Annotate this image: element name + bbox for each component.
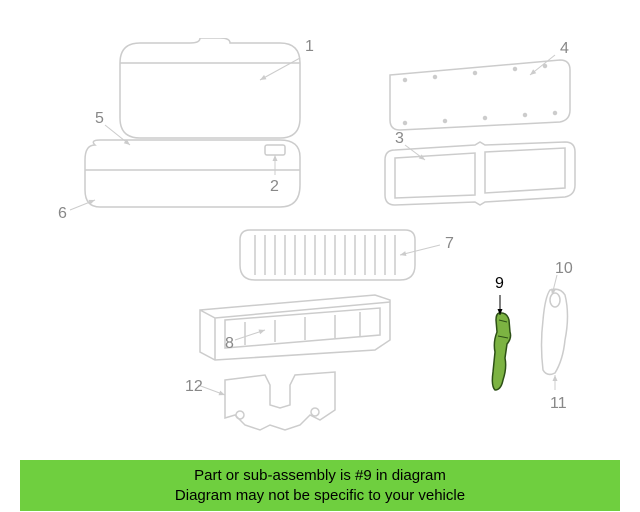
callout-8: 8 <box>225 335 234 353</box>
part-3-back-frame <box>380 140 580 215</box>
banner-line-1: Part or sub-assembly is #9 in diagram <box>20 466 620 486</box>
callout-5: 5 <box>95 110 104 128</box>
info-banner: Part or sub-assembly is #9 in diagram Di… <box>20 460 620 511</box>
callout-11: 11 <box>550 395 567 413</box>
part-9-highlighted <box>485 310 520 395</box>
callout-6: 6 <box>58 205 67 223</box>
part-7-springs <box>235 225 420 285</box>
callout-10: 10 <box>555 260 573 278</box>
callout-1: 1 <box>305 38 314 56</box>
part-1-seat-back <box>110 38 310 148</box>
callout-2: 2 <box>270 178 279 196</box>
callout-9: 9 <box>495 275 504 293</box>
callout-12: 12 <box>185 378 203 396</box>
part-8-frame <box>195 290 395 365</box>
part-2-hinge <box>260 140 290 160</box>
callout-3: 3 <box>395 130 404 148</box>
part-12-riser <box>215 370 345 440</box>
parts-diagram: 123456789101112 <box>0 0 640 460</box>
callout-7: 7 <box>445 235 454 253</box>
part-10-11-bolster <box>535 285 575 380</box>
part-4-rear-panel <box>385 55 575 135</box>
callout-4: 4 <box>560 40 569 58</box>
banner-line-2: Diagram may not be specific to your vehi… <box>20 486 620 506</box>
